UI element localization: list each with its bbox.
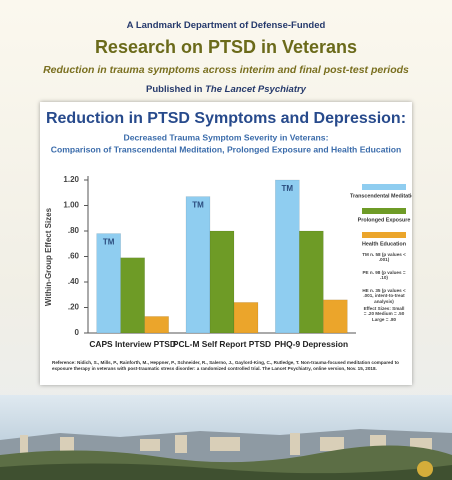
chart: Reduction in PTSD Symptoms and Depressio… [44, 110, 412, 349]
bar-label: TM [192, 201, 204, 210]
x-tick-label: CAPS Interview PTSD [89, 339, 176, 349]
x-tick-label: PCL-M Self Report PTSD [173, 339, 271, 349]
journal: The Lancet Psychiatry [205, 84, 306, 95]
bar [323, 299, 348, 334]
bar [185, 196, 211, 334]
y-tick-label: .80 [68, 226, 80, 235]
legend-label: Transcendental Meditation [350, 193, 412, 199]
bar-label: TM [282, 184, 294, 193]
y-tick-label: .20 [68, 303, 80, 312]
bar [120, 257, 145, 334]
bar-label: TM [103, 238, 115, 247]
note: PE n. 98 (p values = .10) [362, 270, 406, 281]
legend-label: Health Education [362, 241, 406, 247]
note-box: HE n. 35 (p values < .001, intent-to-tre… [362, 288, 406, 304]
chart-subtitle: Comparison of Transcendental Meditation,… [51, 144, 401, 154]
note-box: PE n. 98 (p values = .10) [362, 270, 406, 281]
legend-swatch [362, 184, 406, 190]
kicker: A Landmark Department of Defense-Funded [126, 20, 326, 31]
city-photo [0, 395, 452, 480]
legend-label: Prolonged Exposure [358, 217, 411, 223]
y-tick-label: .60 [68, 252, 80, 261]
note-box: TM n. 58 (p values < .001) [362, 252, 406, 263]
legend-swatch [362, 232, 406, 238]
chart-title: Reduction in PTSD Symptoms and Depressio… [46, 110, 406, 127]
y-axis-label: Within-Group Effect Sizes [44, 207, 53, 306]
y-tick-label: 0 [75, 328, 80, 337]
note: TM n. 58 (p values < .001) [362, 252, 406, 263]
page-title: Research on PTSD in Veterans [94, 37, 358, 57]
bar [144, 316, 169, 334]
bar [275, 179, 300, 334]
bar [209, 230, 235, 334]
note: HE n. 35 (p values < .001, intent-to-tre… [362, 288, 406, 304]
page-subtitle: Reduction in trauma symptoms across inte… [43, 64, 409, 76]
chart-panel: Reduction in PTSD Symptoms and Depressio… [40, 102, 412, 385]
bar [233, 302, 259, 334]
y-tick-label: .40 [68, 277, 80, 286]
published-line: Published in The Lancet Psychiatry [0, 84, 452, 95]
published-prefix: Published in [146, 84, 203, 95]
legend-swatch [362, 208, 406, 214]
y-tick-label: 1.20 [63, 175, 79, 184]
reference: Reference: Nidich, S., Mills, P., Rainfo… [52, 360, 399, 371]
chart-subtitle: Decreased Trauma Symptom Severity in Vet… [124, 132, 329, 142]
y-tick-label: 1.00 [63, 201, 79, 210]
note: Effect Sizes: Small = .20 Medium = .50 L… [363, 306, 405, 322]
x-tick-label: PHQ-9 Depression [275, 339, 349, 349]
bar [299, 230, 324, 334]
note-box: Effect Sizes: Small = .20 Medium = .50 L… [363, 306, 405, 322]
bar [96, 233, 121, 334]
